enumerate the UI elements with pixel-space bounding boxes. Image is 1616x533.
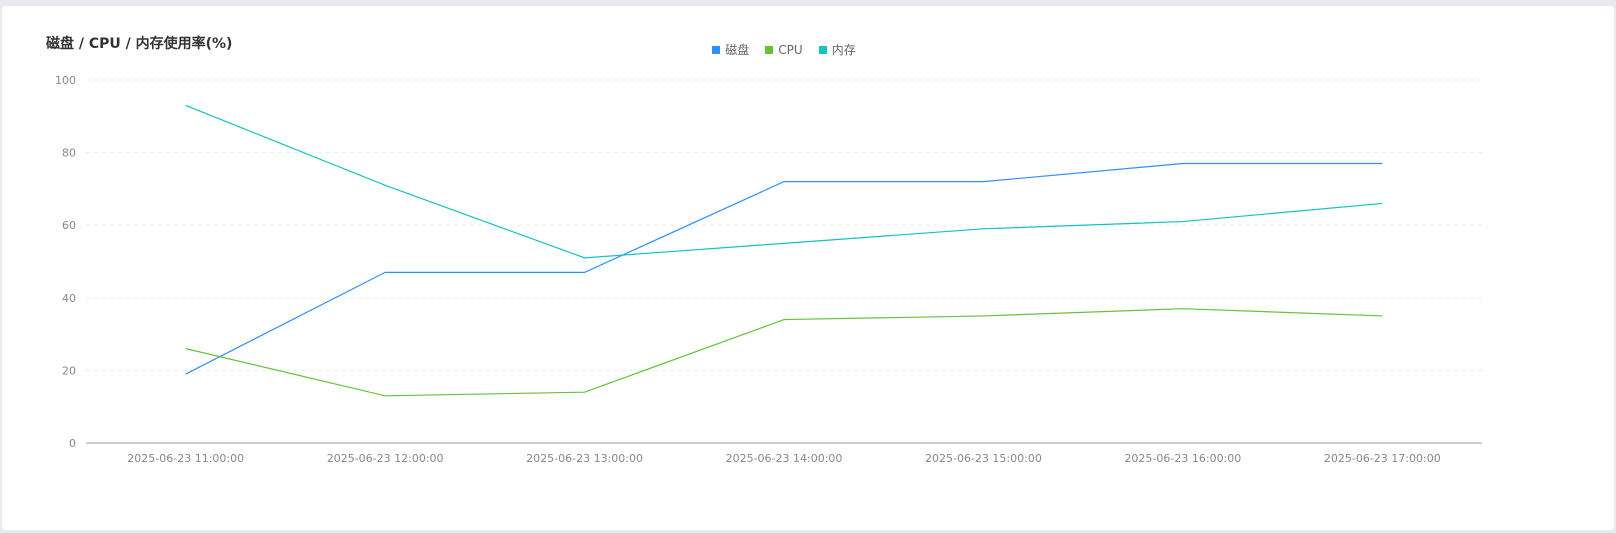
series-line[interactable] (185, 308, 1383, 397)
x-tick-label: 2025-06-23 14:00:00 (726, 452, 843, 465)
legend-swatch-cpu (765, 45, 774, 54)
legend-item-cpu[interactable]: CPU (765, 41, 803, 58)
series-line[interactable] (185, 104, 1383, 259)
x-tick-label: 2025-06-23 11:00:00 (127, 452, 244, 465)
y-tick-label: 60 (62, 219, 76, 232)
x-tick-label: 2025-06-23 15:00:00 (925, 452, 1042, 465)
series-lines (185, 104, 1383, 397)
legend-item-memory[interactable]: 内存 (818, 41, 856, 58)
axes: 0 20 40 60 80 100 2025-06-23 11:00:00 2025-06-2… (55, 74, 1482, 465)
x-tick-label: 2025-06-23 17:00:00 (1324, 452, 1441, 465)
x-tick-label: 2025-06-23 12:00:00 (327, 452, 444, 465)
x-tick-label: 2025-06-23 16:00:00 (1124, 452, 1241, 465)
y-tick-label: 40 (62, 292, 76, 305)
y-tick-label: 0 (69, 437, 76, 450)
grid-lines (86, 79, 1482, 371)
legend-label-disk: 磁盘 (725, 43, 750, 57)
legend-swatch-memory (818, 45, 827, 54)
x-tick-label: 2025-06-23 13:00:00 (526, 452, 643, 465)
chart-legend: 磁盘 CPU 内存 (0, 41, 1568, 58)
legend-label-cpu: CPU (778, 42, 803, 57)
legend-item-disk[interactable]: 磁盘 (712, 41, 749, 58)
y-tick-label: 80 (62, 147, 76, 160)
legend-label-memory: 内存 (831, 43, 856, 57)
y-tick-label: 20 (62, 364, 76, 377)
chart-title: 磁盘 / CPU / 内存使用率(%) (46, 36, 233, 52)
y-tick-label: 100 (55, 74, 76, 87)
legend-swatch-disk (712, 45, 721, 54)
series-line[interactable] (185, 162, 1383, 375)
